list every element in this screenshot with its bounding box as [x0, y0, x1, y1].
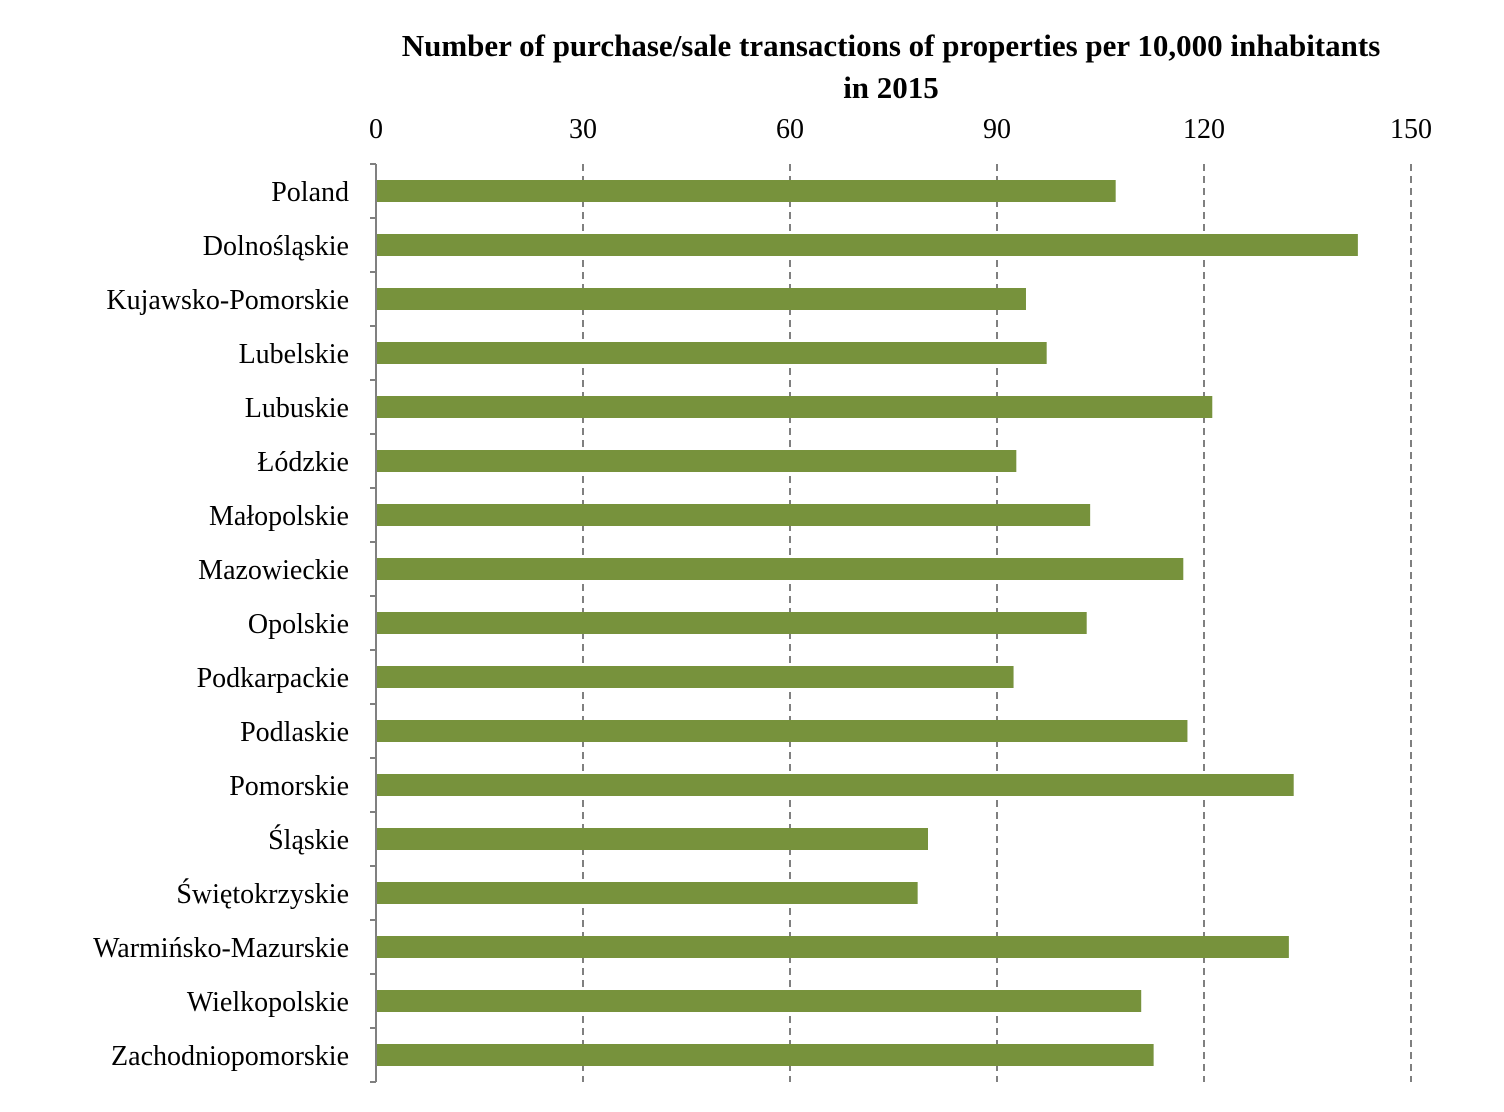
x-tick-label: 90 — [983, 114, 1011, 145]
bar — [376, 234, 1358, 256]
category-label: Pomorskie — [229, 771, 349, 802]
category-label: Lubelskie — [239, 339, 349, 370]
category-label: Zachodniopomorskie — [111, 1041, 349, 1072]
bar — [376, 396, 1213, 418]
chart-title: Number of purchase/sale transactions of … — [402, 28, 1381, 105]
bar — [376, 504, 1091, 526]
bars — [376, 180, 1358, 1066]
bar — [376, 180, 1116, 202]
bar — [376, 936, 1289, 958]
category-label: Śląskie — [268, 825, 349, 856]
bar — [376, 1044, 1154, 1066]
x-tick-label: 120 — [1183, 114, 1225, 145]
bar — [376, 450, 1017, 472]
bar — [376, 612, 1087, 634]
category-label: Małopolskie — [209, 501, 349, 532]
category-label: Poland — [271, 177, 349, 208]
y-axis — [370, 163, 377, 1083]
bar — [376, 882, 918, 904]
category-label: Dolnośląskie — [203, 231, 349, 262]
bar — [376, 666, 1014, 688]
category-label: Mazowieckie — [198, 555, 349, 586]
category-label: Świętokrzyskie — [176, 879, 349, 910]
category-label: Łódzkie — [257, 447, 349, 478]
category-label: Wielkopolskie — [187, 987, 349, 1018]
bar — [376, 990, 1142, 1012]
bar — [376, 774, 1294, 796]
category-label: Podkarpackie — [197, 663, 349, 694]
category-label: Lubuskie — [245, 393, 349, 424]
bar — [376, 558, 1184, 580]
category-label: Opolskie — [248, 609, 349, 640]
bar — [376, 828, 928, 850]
x-tick-label: 60 — [776, 114, 804, 145]
x-axis-tick-labels: 0 30 60 90 120 150 — [369, 114, 1432, 145]
x-tick-label: 0 — [369, 114, 383, 145]
bar — [376, 288, 1026, 310]
category-labels: Poland Dolnośląskie Kujawsko-Pomorskie Lube… — [93, 177, 349, 1072]
category-label: Podlaskie — [240, 717, 349, 748]
bar — [376, 342, 1047, 364]
category-label: Kujawsko-Pomorskie — [106, 285, 349, 316]
x-tick-label: 30 — [569, 114, 597, 145]
x-tick-label: 150 — [1390, 114, 1432, 145]
chart-title-line-2: in 2015 — [843, 70, 939, 105]
category-label: Warmińsko-Mazurskie — [93, 933, 349, 964]
bar — [376, 720, 1188, 742]
chart-title-line-1: Number of purchase/sale transactions of … — [402, 28, 1381, 63]
